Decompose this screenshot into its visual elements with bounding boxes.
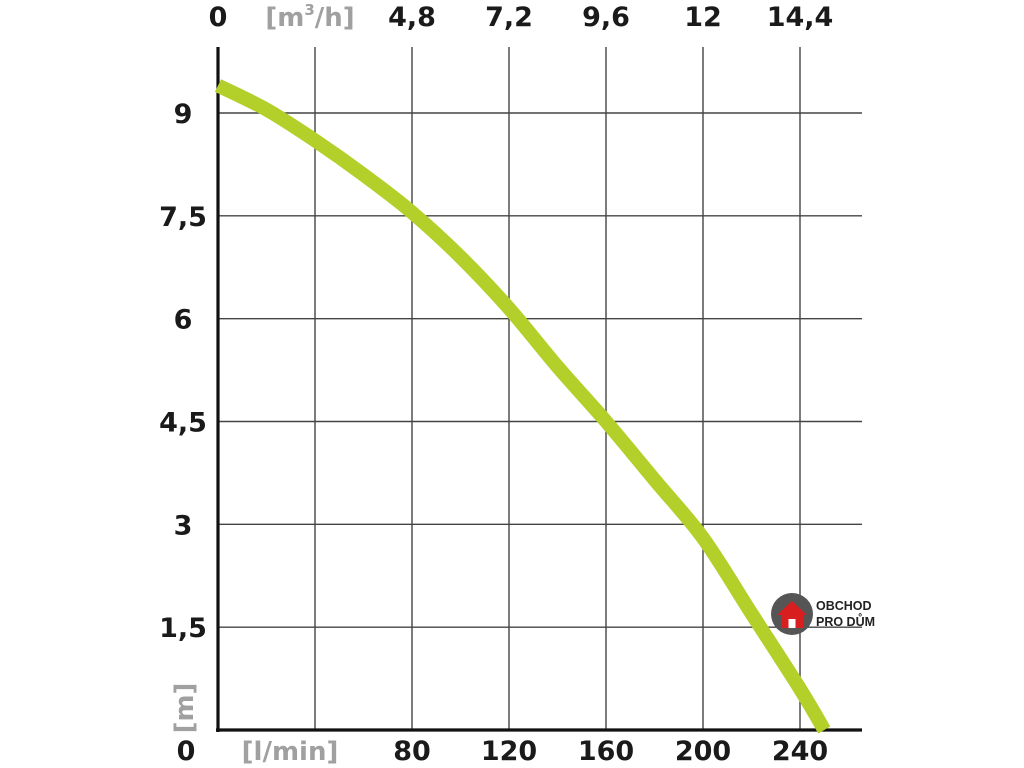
- x2-label-sup: 3: [304, 1, 314, 19]
- y-tick-label: 6: [174, 305, 193, 336]
- y-axis-label: [m]: [170, 683, 200, 734]
- x2-label-tail: /h]: [315, 3, 355, 33]
- x-tick-label: 80: [393, 736, 431, 767]
- x2-label-base: [m: [265, 3, 304, 33]
- x-tick-label: 160: [578, 736, 634, 767]
- y-tick-label: 1,5: [159, 613, 207, 644]
- y-tick-label: 4,5: [159, 408, 207, 439]
- y-tick-label: 9: [174, 99, 193, 130]
- x-axis-label: [l/min]: [242, 737, 339, 767]
- x-tick-label: 120: [481, 736, 537, 767]
- x2-tick-label: 9,6: [582, 2, 630, 33]
- x-tick-label: 240: [772, 736, 828, 767]
- logo-line-2: PRO DŮM: [816, 613, 875, 629]
- y-tick-label: 3: [174, 510, 193, 541]
- watermark-logo: OBCHOD PRO DŮM: [771, 593, 875, 635]
- house-icon: [777, 601, 807, 628]
- x2-tick-label: 4,8: [388, 2, 436, 33]
- x-tick-label: 200: [675, 736, 731, 767]
- x2-tick-label: 0: [209, 2, 228, 33]
- y-tick-labels: 1,5 3 4,5 6 7,5 9: [159, 99, 207, 644]
- grid-lines: [218, 47, 862, 730]
- x2-tick-labels: 0 4,8 7,2 9,6 12 14,4: [209, 2, 834, 33]
- x-tick-label: 0: [177, 736, 196, 767]
- y-tick-label: 7,5: [159, 202, 207, 233]
- logo-line-1: OBCHOD: [816, 599, 872, 613]
- x-tick-labels: 0 80 120 160 200 240: [177, 736, 829, 767]
- x2-tick-label: 14,4: [767, 2, 834, 33]
- x2-tick-label: 12: [684, 2, 722, 33]
- x2-tick-label: 7,2: [485, 2, 533, 33]
- series-line: [214, 79, 831, 734]
- series-group: [214, 79, 831, 734]
- x2-axis-label: [m3/h]: [265, 1, 354, 33]
- axes: [216, 47, 862, 732]
- house-door: [788, 619, 796, 628]
